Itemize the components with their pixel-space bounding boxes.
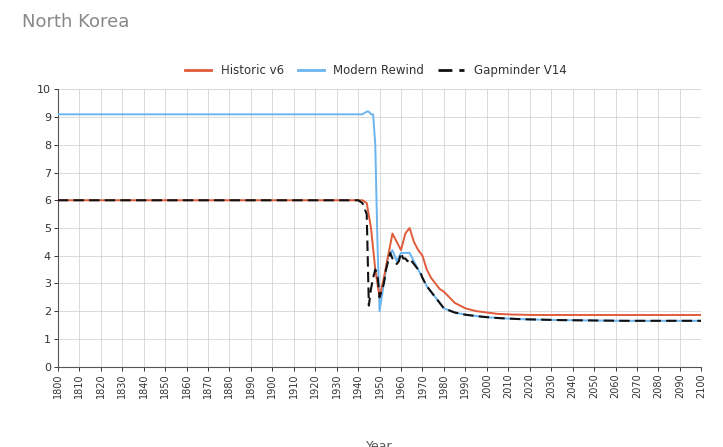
- Legend: Historic v6, Modern Rewind, Gapminder V14: Historic v6, Modern Rewind, Gapminder V1…: [181, 59, 571, 82]
- Text: North Korea: North Korea: [22, 13, 129, 31]
- X-axis label: Year: Year: [367, 440, 393, 447]
